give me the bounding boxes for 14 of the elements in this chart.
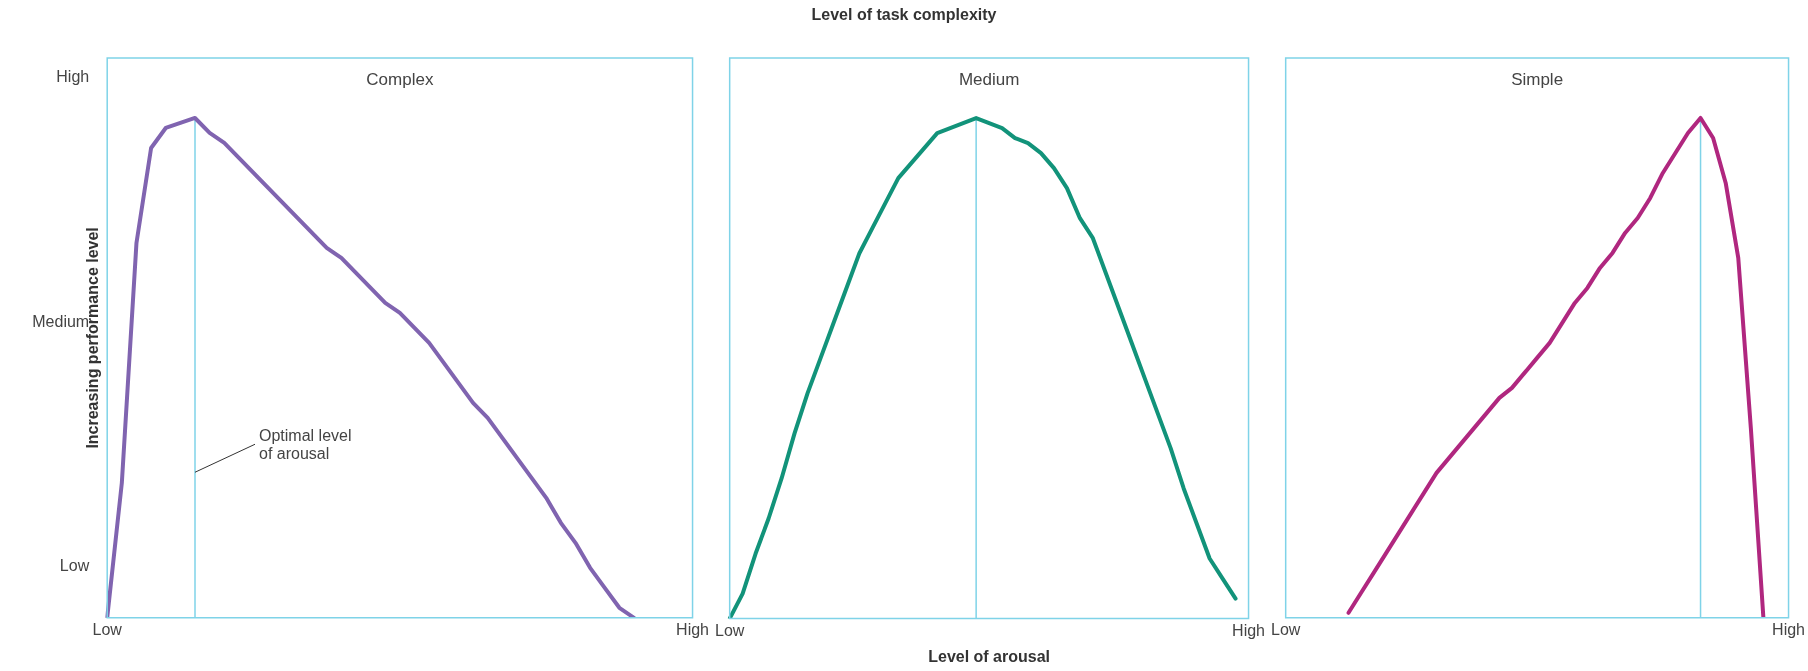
chart-title: Complex [366,70,434,90]
text: High [56,68,90,86]
chart-title: Medium [958,70,1020,90]
annotation: Optimal level of arousal [259,426,352,462]
x-tick-label: High [1232,621,1265,639]
x-tick-label: Low [715,621,745,639]
chart-title: Simple [1511,70,1564,90]
x-tick-label: High [1772,620,1805,638]
text: Low [59,557,90,575]
x-tick-label: High [676,620,709,638]
x-axis-title: Level of arousal [928,647,1051,665]
x-tick-label: Low [92,620,123,638]
x-tick-label: Low [1271,620,1301,638]
chart-subtitle: Level of task complexity [810,6,998,24]
